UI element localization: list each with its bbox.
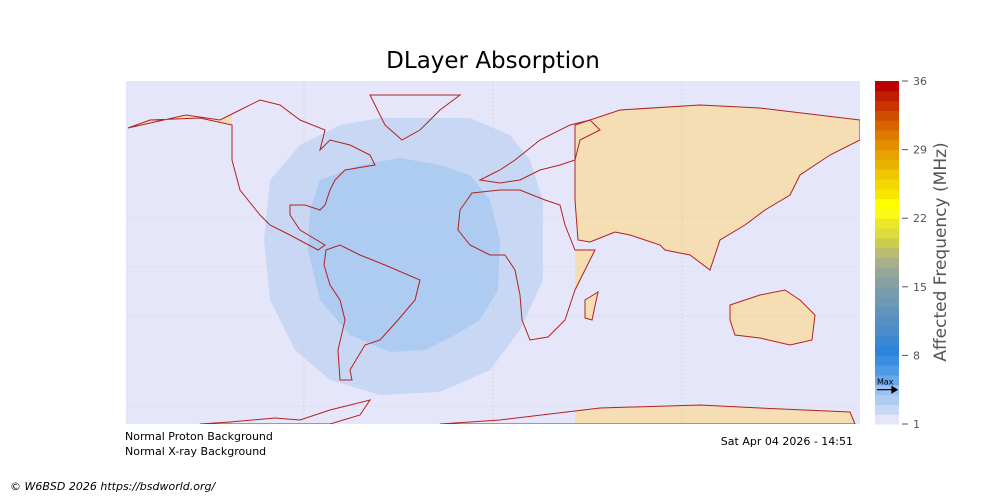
colorbar-tick-label: 29 <box>913 144 927 157</box>
copyright: © W6BSD 2026 https://bsdworld.org/ <box>10 480 216 493</box>
colorbar-band <box>875 120 899 131</box>
colorbar-tick-label: 1 <box>913 418 920 431</box>
colorbar-band <box>875 100 899 111</box>
colorbar-band <box>875 169 899 180</box>
max-marker-label: Max <box>877 378 894 387</box>
timestamp: Sat Apr 04 2026 - 14:51 <box>720 435 853 448</box>
colorbar-band <box>875 198 899 209</box>
colorbar-band <box>875 188 899 200</box>
xray-status: Normal X-ray Background <box>125 445 267 458</box>
colorbar-tick-label: 15 <box>913 281 927 294</box>
colorbar-band <box>875 237 899 249</box>
proton-status: Normal Proton Background <box>125 430 273 443</box>
colorbar-tick-label: 22 <box>913 212 927 225</box>
colorbar-band <box>875 414 899 425</box>
world-map <box>126 81 860 424</box>
colorbar-band <box>875 326 899 337</box>
max-arrow-icon <box>877 385 899 394</box>
colorbar-band <box>875 345 899 356</box>
colorbar-band <box>875 247 899 258</box>
colorbar-band <box>875 257 899 268</box>
colorbar-band <box>875 296 899 307</box>
colorbar-band <box>875 404 899 415</box>
colorbar-label: Affected Frequency (MHz) <box>931 142 951 362</box>
page-title: DLayer Absorption <box>386 48 600 74</box>
absorption-inner-zone <box>308 158 500 352</box>
colorbar-band <box>875 335 899 347</box>
colorbar-band <box>875 179 899 190</box>
colorbar-band <box>875 355 899 366</box>
colorbar-band <box>875 267 899 278</box>
colorbar-band <box>875 139 899 151</box>
colorbar-band <box>875 159 899 170</box>
colorbar-band <box>875 149 899 160</box>
colorbar-band <box>875 110 899 121</box>
colorbar-band <box>875 394 899 405</box>
colorbar-band <box>875 130 899 141</box>
colorbar-band <box>875 316 899 327</box>
colorbar: 1 8 15 22 29 36 Max <box>875 75 927 431</box>
colorbar-band <box>875 218 899 229</box>
gridlines <box>126 81 860 424</box>
colorbar-band <box>875 81 899 92</box>
colorbar-band <box>875 277 899 288</box>
colorbar-band <box>875 306 899 317</box>
colorbar-band <box>875 375 899 386</box>
colorbar-band <box>875 90 899 102</box>
colorbar-band <box>875 228 899 239</box>
colorbar-band <box>875 365 899 376</box>
colorbar-band <box>875 286 899 298</box>
colorbar-tick-label: 8 <box>913 349 920 362</box>
colorbar-band <box>875 208 899 219</box>
colorbar-tick-label: 36 <box>913 75 927 88</box>
